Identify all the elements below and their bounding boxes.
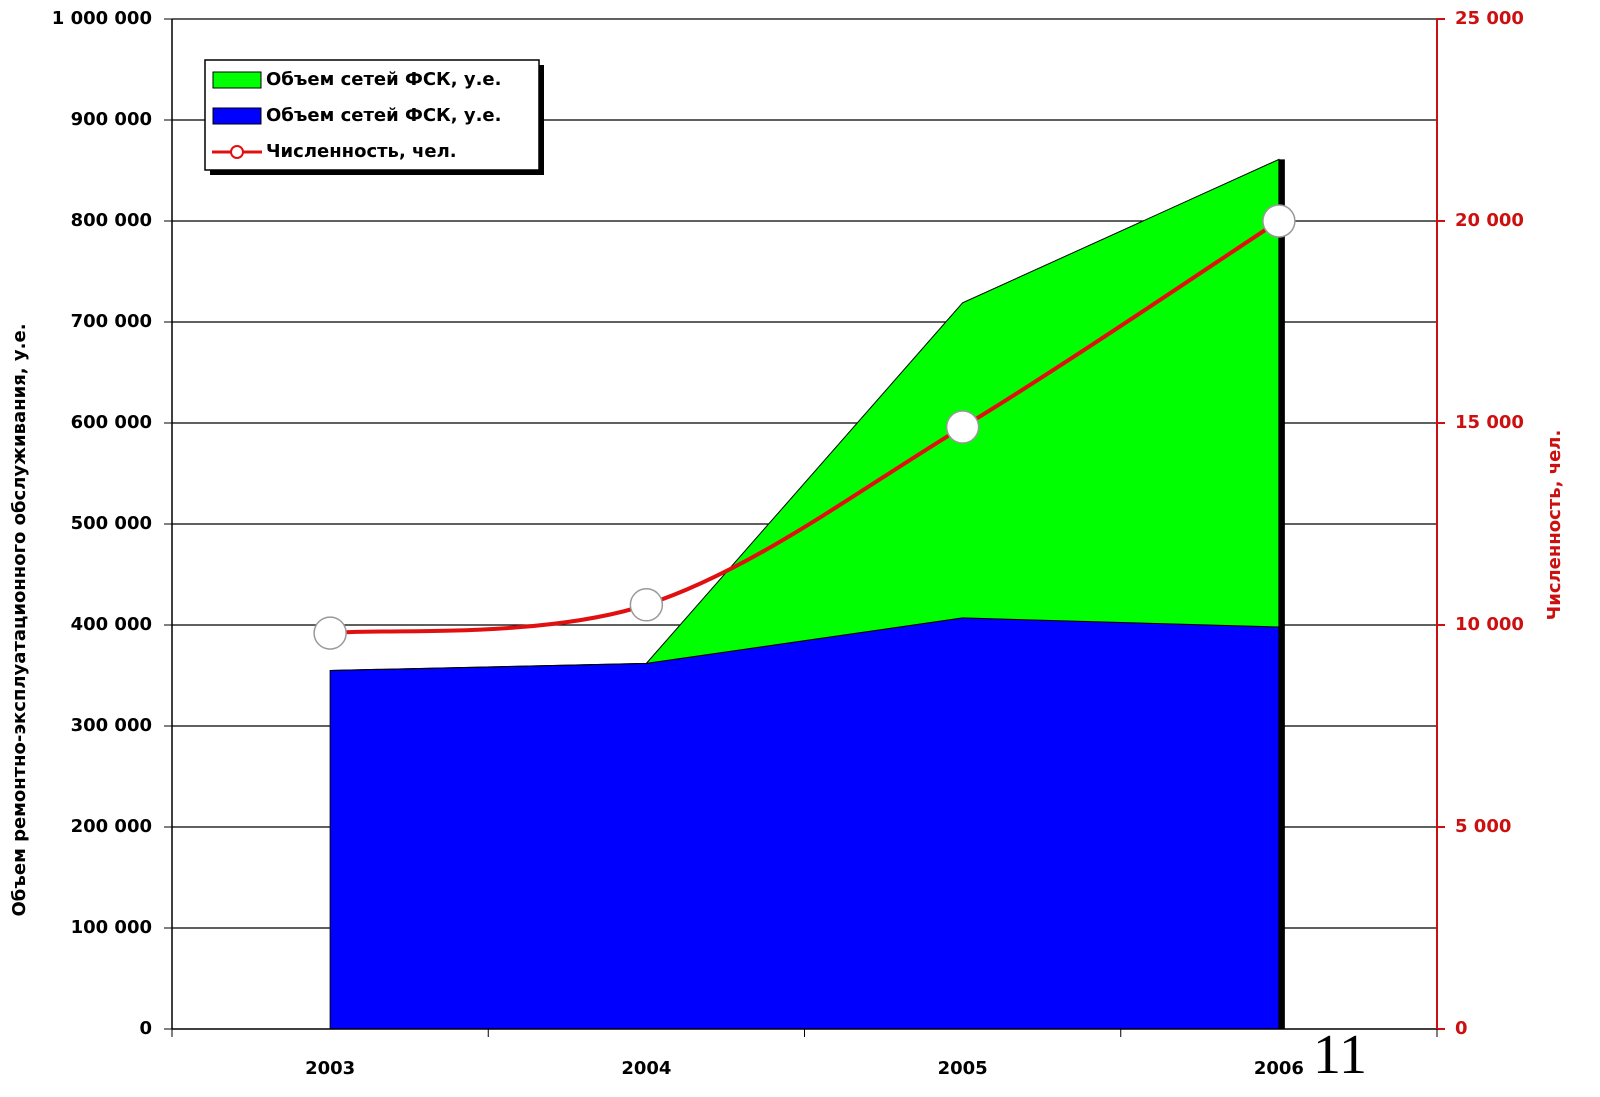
- y-tick-label: 200 000: [71, 816, 152, 837]
- legend-swatch: [212, 107, 262, 125]
- legend-label: Объем сетей ФСК, у.е.: [266, 69, 501, 90]
- line: [329, 219, 1280, 636]
- y2-axis-label: Численность, чел.: [1544, 430, 1565, 621]
- area: [329, 617, 1280, 1030]
- marker: [629, 588, 664, 622]
- y-axis-label: Объем ремонтно-эксплуатационного обслужи…: [9, 323, 30, 916]
- y-tick-label: 800 000: [71, 210, 152, 231]
- legend-marker: [230, 145, 244, 159]
- y-tick-label: 700 000: [71, 311, 152, 332]
- y2-tick-label: 10 000: [1455, 614, 1524, 635]
- area: [330, 158, 1280, 671]
- marker: [945, 410, 980, 444]
- y2-tick-label: 15 000: [1455, 412, 1524, 433]
- y-tick-label: 300 000: [71, 715, 152, 736]
- y2-tick-label: 5 000: [1455, 816, 1511, 837]
- legend-swatch: [212, 71, 262, 89]
- y-tick-label: 500 000: [71, 513, 152, 534]
- y-tick-label: 100 000: [71, 917, 152, 938]
- y-tick-label: 400 000: [71, 614, 152, 635]
- page-number: 11: [1313, 1024, 1367, 1086]
- x-tick-label: 2004: [621, 1058, 671, 1079]
- y2-tick-label: 20 000: [1455, 210, 1524, 231]
- marker: [313, 616, 347, 650]
- legend-label: Численность, чел.: [266, 141, 457, 162]
- y-tick-label: 1 000 000: [52, 8, 152, 29]
- y-tick-label: 0: [139, 1018, 152, 1039]
- y-tick-label: 600 000: [71, 412, 152, 433]
- y2-tick-label: 25 000: [1455, 8, 1524, 29]
- x-tick-label: 2003: [305, 1058, 355, 1079]
- x-tick-label: 2005: [938, 1058, 988, 1079]
- legend-label: Объем сетей ФСК, у.е.: [266, 105, 501, 126]
- marker: [1262, 204, 1296, 238]
- x-tick-label: 2006: [1254, 1058, 1304, 1079]
- y2-tick-label: 0: [1455, 1018, 1468, 1039]
- y-tick-label: 900 000: [71, 109, 152, 130]
